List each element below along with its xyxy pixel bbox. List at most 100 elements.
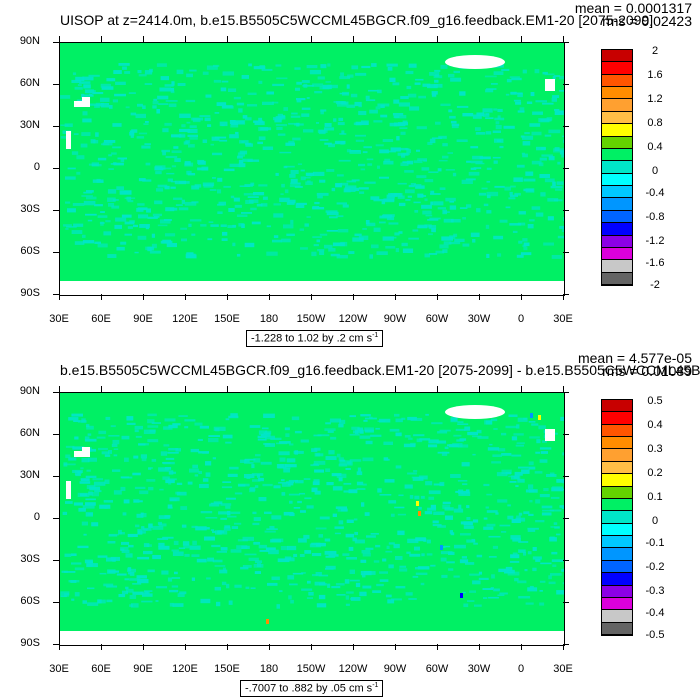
x-tick-mark <box>311 36 312 42</box>
island-mask <box>82 97 90 107</box>
y-tick-mark <box>53 602 59 603</box>
top-map-plot <box>59 42 565 296</box>
anomaly-mark <box>266 619 269 624</box>
y-tick-mark <box>563 392 569 393</box>
x-tick-mark <box>353 386 354 392</box>
x-tick-mark <box>101 644 102 650</box>
anomaly-mark <box>416 501 419 506</box>
x-tick-mark <box>143 36 144 42</box>
y-tick-mark <box>563 476 569 477</box>
y-tick-mark <box>563 252 569 253</box>
x-tick-mark <box>59 36 60 42</box>
y-tick-mark <box>563 126 569 127</box>
x-tick-mark <box>227 386 228 392</box>
top-colorbar <box>601 49 633 286</box>
bottom-contour-range-exponent: -1 <box>372 682 379 689</box>
antarctica-mask <box>60 631 564 645</box>
colorbar-swatch <box>602 173 632 187</box>
y-tick-mark <box>53 168 59 169</box>
colorbar-swatch <box>602 548 632 561</box>
x-tick-mark <box>437 644 438 650</box>
x-tick-mark <box>395 36 396 42</box>
colorbar-swatch <box>602 511 632 524</box>
bottom-xtick-10: 30W <box>467 663 491 675</box>
bottom-xtick-12: 30E <box>553 663 573 675</box>
colorbar-swatch <box>602 622 632 635</box>
colorbar-swatch <box>602 573 632 586</box>
island-mask <box>66 131 71 149</box>
ocean-field <box>60 393 564 645</box>
bottom-ytick-0: 90N <box>19 385 40 397</box>
y-tick-mark <box>53 644 59 645</box>
bottom-colorbar-label-9: -0.4 <box>645 607 665 619</box>
top-xtick-8: 90W <box>383 313 407 325</box>
island-mask <box>74 451 84 457</box>
colorbar-swatch <box>602 247 632 261</box>
x-tick-mark <box>353 294 354 300</box>
top-panel: UISOP at z=2414.0m, b.e15.B5505C5WCCML45… <box>20 0 692 347</box>
bottom-rms: rms = 0.01089 <box>602 363 692 379</box>
y-tick-mark <box>53 42 59 43</box>
top-xtick-4: 150E <box>214 313 240 325</box>
greenland-mask <box>445 405 505 419</box>
bottom-map-plot <box>59 392 565 646</box>
colorbar-swatch <box>602 161 632 174</box>
y-tick-mark <box>53 434 59 435</box>
top-ytick-4: 30S <box>20 203 40 215</box>
bottom-colorbar-label-10: -0.5 <box>645 629 665 641</box>
top-xtick-11: 0 <box>517 313 525 325</box>
bottom-ytick-2: 30N <box>19 469 40 481</box>
x-tick-mark <box>185 294 186 300</box>
x-tick-mark <box>563 386 564 392</box>
top-colorbar-label-0: 2 <box>651 45 659 57</box>
y-tick-mark <box>53 84 59 85</box>
colorbar-swatch <box>602 412 632 425</box>
y-tick-mark <box>563 42 569 43</box>
colorbar-swatch <box>602 223 632 236</box>
bottom-ytick-6: 90S <box>20 637 40 649</box>
bottom-ytick-5: 60S <box>20 595 40 607</box>
bottom-mean: mean = 4.577e-05 <box>577 350 692 366</box>
colorbar-swatch <box>602 474 632 487</box>
x-tick-mark <box>563 644 564 650</box>
y-tick-mark <box>563 560 569 561</box>
y-tick-mark <box>53 126 59 127</box>
x-tick-mark <box>59 644 60 650</box>
island-mask <box>74 101 84 107</box>
x-tick-mark <box>437 386 438 392</box>
colorbar-swatch <box>602 560 632 574</box>
x-tick-mark <box>521 294 522 300</box>
island-mask <box>66 481 71 499</box>
bottom-colorbar-label-8: -0.3 <box>645 585 665 597</box>
top-xtick-1: 60E <box>91 313 111 325</box>
x-tick-mark <box>395 294 396 300</box>
colorbar-swatch <box>602 597 632 611</box>
top-colorbar-label-8: -1.2 <box>645 235 665 247</box>
top-colorbar-label-10: -2 <box>650 279 660 291</box>
x-tick-mark <box>437 36 438 42</box>
top-colorbar-label-6: -0.4 <box>645 187 665 199</box>
bottom-colorbar-label-4: 0.1 <box>647 491 663 503</box>
bottom-contour-range: -.7007 to .882 by .05 cm s-1 <box>240 680 384 697</box>
x-tick-mark <box>563 294 564 300</box>
x-tick-mark <box>521 644 522 650</box>
bottom-xtick-4: 150E <box>214 663 240 675</box>
bottom-colorbar-label-0: 0.5 <box>647 395 663 407</box>
bottom-colorbar-label-7: -0.2 <box>645 561 665 573</box>
colorbar-swatch <box>602 536 632 549</box>
noise-speckle <box>60 413 564 609</box>
y-tick-mark <box>53 210 59 211</box>
x-tick-mark <box>269 644 270 650</box>
x-tick-mark <box>59 294 60 300</box>
colorbar-swatch <box>602 523 632 537</box>
bottom-panel: b.e15.B5505C5WCCML45BGCR.f09_g16.feedbac… <box>0 350 700 700</box>
top-colorbar-label-7: -0.8 <box>645 211 665 223</box>
top-colorbar-label-5: 0 <box>651 165 659 177</box>
bottom-xtick-9: 60W <box>425 663 449 675</box>
bottom-xtick-8: 90W <box>383 663 407 675</box>
x-tick-mark <box>227 36 228 42</box>
bottom-contour-range-text: -.7007 to .882 by .05 cm s <box>245 682 373 695</box>
bottom-xtick-11: 0 <box>517 663 525 675</box>
anomaly-mark <box>460 593 463 598</box>
x-tick-mark <box>269 36 270 42</box>
